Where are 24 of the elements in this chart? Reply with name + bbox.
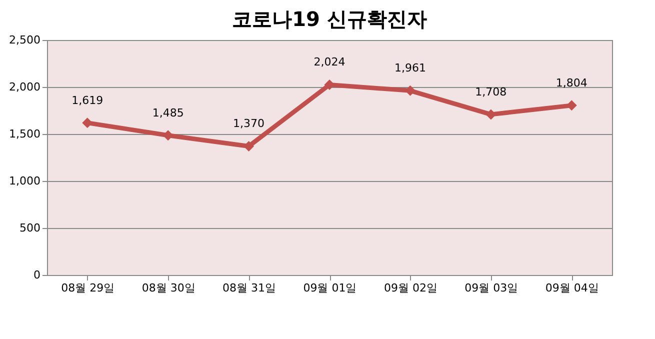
x-tick-label: 08월 30일: [142, 282, 196, 294]
chart-title: 코로나19 신규확진자: [232, 7, 427, 31]
y-tick-label: 2,000: [9, 80, 40, 94]
x-tick-label: 08월 31일: [222, 282, 276, 294]
data-label: 1,370: [233, 117, 265, 130]
data-label: 1,619: [72, 94, 104, 107]
data-label: 1,485: [152, 106, 184, 120]
x-tick-label: 09월 04일: [545, 282, 599, 294]
x-tick-label: 08월 29일: [61, 282, 115, 294]
x-tick-label: 09월 03일: [464, 282, 518, 294]
y-tick-label: 1,000: [9, 174, 40, 188]
data-label: 2,024: [314, 56, 346, 69]
point: [82, 118, 93, 128]
x-tick-label: 09월 01일: [303, 282, 357, 294]
data-label: 1,961: [394, 62, 426, 75]
data-label: 1,708: [475, 85, 507, 98]
x-tick-label: 09월 02일: [384, 282, 438, 294]
point: [244, 140, 254, 152]
y-tick-label: 2,500: [9, 34, 40, 46]
data-label: 1,804: [556, 76, 588, 90]
point: [486, 109, 496, 120]
y-tick-label: 0: [34, 268, 40, 282]
y-tick-label: 1,500: [9, 128, 40, 140]
y-tick-label: 500: [20, 222, 40, 234]
